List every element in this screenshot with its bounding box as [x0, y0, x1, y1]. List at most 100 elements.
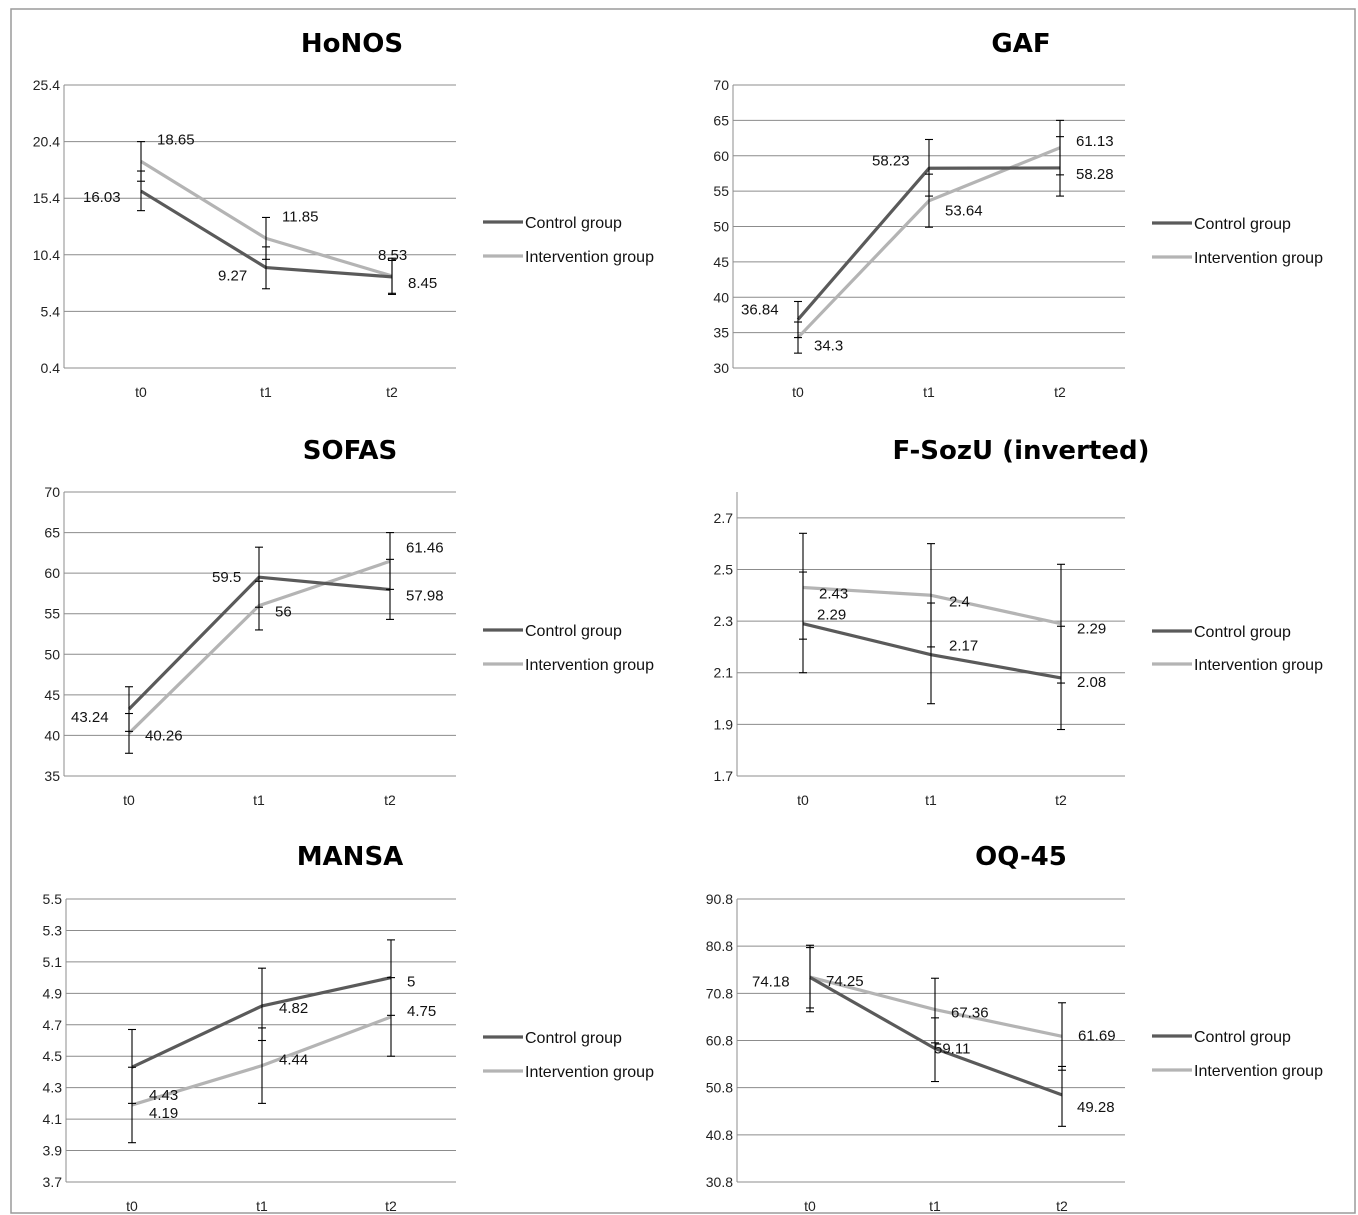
y-tick-label: 40 — [713, 289, 729, 305]
data-label: 11.85 — [282, 208, 318, 225]
y-tick-label: 1.9 — [714, 716, 734, 732]
legend-entry: Intervention group — [1194, 657, 1323, 674]
x-tick-label: t1 — [256, 1198, 268, 1214]
y-tick-label: 3.7 — [43, 1174, 63, 1190]
data-label: 74.18 — [752, 973, 790, 990]
chart-mansa: MANSA 3.7 3.9 4.1 4.3 4.5 4.7 4.9 5.1 5.3 5.5 t0 t1… — [43, 842, 655, 1214]
data-label: 34.3 — [814, 338, 843, 355]
x-tick-label: t0 — [123, 792, 135, 808]
y-tick-label: 70.8 — [706, 985, 733, 1001]
x-tick-label: t2 — [1056, 1198, 1068, 1214]
y-tick-label: 2.1 — [714, 665, 734, 681]
data-label: 4.82 — [279, 1000, 308, 1017]
y-tick-label: 80.8 — [706, 938, 733, 954]
x-tick-label: t2 — [1055, 792, 1067, 808]
data-label: 49.28 — [1077, 1099, 1115, 1116]
y-tick-label: 60 — [44, 565, 60, 581]
y-tick-label: 20.4 — [33, 134, 60, 150]
data-label: 2.29 — [817, 607, 846, 624]
data-label: 40.26 — [145, 727, 183, 744]
y-tick-label: 4.5 — [43, 1048, 63, 1064]
y-tick-label: 0.4 — [41, 360, 61, 376]
legend-entry: Intervention group — [525, 657, 654, 674]
x-tick-label: t0 — [804, 1198, 816, 1214]
y-tick-label: 35 — [713, 325, 729, 341]
data-label: 56 — [275, 604, 292, 621]
chart-title: OQ-45 — [975, 842, 1067, 872]
data-label: 2.08 — [1077, 674, 1106, 691]
chart-f-sozu: F-SozU (inverted) 1.7 1.9 2.1 2.3 2.5 2.7 t0 t1… — [714, 436, 1324, 808]
chart-honos: HoNOS 0.4 5.4 10.4 15.4 20.4 25.4 t0 t1 t2 16.03 9… — [33, 29, 654, 400]
y-tick-label: 25.4 — [33, 77, 60, 93]
y-tick-label: 70 — [713, 77, 729, 93]
x-tick-label: t0 — [792, 384, 804, 400]
data-label: 36.84 — [741, 302, 779, 319]
y-tick-label: 65 — [713, 112, 729, 128]
data-label: 4.43 — [149, 1087, 178, 1104]
data-label: 58.28 — [1076, 166, 1114, 183]
figure-frame — [10, 8, 1356, 1214]
legend-entry: Intervention group — [1194, 1063, 1323, 1080]
chart-title: GAF — [991, 29, 1050, 59]
chart-title: SOFAS — [303, 436, 397, 466]
y-tick-label: 4.3 — [43, 1080, 63, 1096]
y-tick-label: 2.7 — [714, 510, 734, 526]
data-label: 9.27 — [218, 268, 247, 285]
x-tick-label: t2 — [384, 792, 396, 808]
y-tick-label: 65 — [44, 525, 60, 541]
data-label: 58.23 — [872, 152, 910, 169]
y-tick-label: 45 — [44, 687, 60, 703]
y-tick-label: 4.1 — [43, 1111, 63, 1127]
y-tick-label: 55 — [713, 183, 729, 199]
data-label: 4.44 — [279, 1052, 308, 1069]
data-label: 74.25 — [826, 973, 864, 990]
x-tick-label: t2 — [385, 1198, 397, 1214]
legend-entry: Intervention group — [525, 249, 654, 266]
y-tick-label: 60.8 — [706, 1033, 733, 1049]
chart-gaf: GAF 30 35 40 45 50 55 60 65 70 t0 t1 t2 36.84 58.23 58… — [713, 29, 1323, 400]
x-tick-label: t1 — [925, 792, 937, 808]
series-line — [809, 976, 1063, 1097]
y-tick-label: 4.7 — [43, 1017, 63, 1033]
chart-sofas: SOFAS 35 40 45 50 55 60 65 70 t0 t1 t2 43.24 59.5 57.… — [44, 436, 654, 808]
y-tick-label: 70 — [44, 484, 60, 500]
x-tick-label: t0 — [126, 1198, 138, 1214]
data-label: 2.43 — [819, 586, 848, 603]
chart-title: MANSA — [297, 842, 404, 872]
data-label: 59.11 — [934, 1040, 970, 1057]
legend-entry: Control group — [1194, 1029, 1291, 1046]
legend-entry: Intervention group — [1194, 250, 1323, 267]
y-tick-label: 45 — [713, 254, 729, 270]
y-tick-label: 30 — [713, 360, 729, 376]
y-tick-label: 2.5 — [714, 561, 734, 577]
legend-entry: Control group — [525, 623, 622, 640]
y-tick-label: 60 — [713, 148, 729, 164]
data-label: 61.46 — [406, 539, 444, 556]
series-line — [802, 622, 1062, 680]
y-tick-label: 4.9 — [43, 985, 63, 1001]
data-label: 2.4 — [949, 593, 970, 610]
y-tick-label: 5.4 — [41, 303, 61, 319]
y-tick-label: 5.3 — [43, 922, 63, 938]
y-tick-label: 50 — [713, 219, 729, 235]
y-tick-label: 40.8 — [706, 1127, 733, 1143]
x-tick-label: t2 — [386, 384, 398, 400]
y-tick-label: 55 — [44, 606, 60, 622]
data-label: 8.53 — [378, 247, 407, 264]
y-tick-label: 35 — [44, 768, 60, 784]
y-tick-label: 15.4 — [33, 190, 60, 206]
data-label: 4.19 — [149, 1105, 178, 1122]
data-label: 8.45 — [408, 275, 437, 292]
legend-entry: Control group — [525, 215, 622, 232]
x-tick-label: t1 — [260, 384, 272, 400]
data-label: 2.29 — [1077, 621, 1106, 638]
data-label: 53.64 — [945, 203, 983, 220]
y-tick-label: 40 — [44, 727, 60, 743]
y-tick-label: 50.8 — [706, 1080, 733, 1096]
y-tick-label: 3.9 — [43, 1143, 63, 1159]
y-tick-label: 90.8 — [706, 891, 733, 907]
legend-entry: Control group — [525, 1030, 622, 1047]
chart-oq-45: OQ-45 30.8 40.8 50.8 60.8 70.8 80.8 90.8 t0 t1 t2… — [706, 842, 1323, 1214]
data-label: 61.13 — [1076, 133, 1114, 150]
y-tick-label: 5.1 — [43, 954, 63, 970]
